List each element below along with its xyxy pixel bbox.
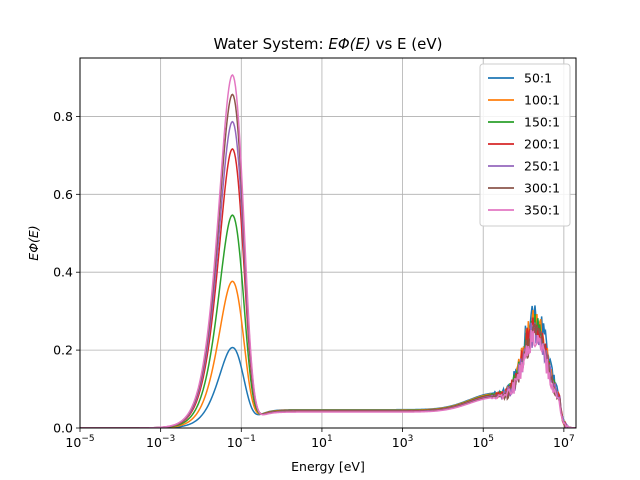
y-tick-label: 0.4	[53, 265, 73, 280]
x-tick-label: 105	[472, 434, 494, 450]
x-tick-label: 103	[392, 434, 414, 450]
x-tick-label: 10−3	[146, 434, 175, 450]
axes-frame	[79, 57, 577, 429]
y-tick-label: 0.8	[53, 109, 73, 124]
legend: 50:1 100:1 150:1 200:1 250:1 300:1 350:1	[479, 63, 571, 227]
legend-entry-label: 100:1	[524, 93, 560, 108]
x-tick-label: 10−5	[65, 434, 94, 450]
legend-entry-label: 250:1	[524, 159, 560, 174]
legend-entry-label: 150:1	[524, 115, 560, 130]
legend-entry-label: 200:1	[524, 137, 560, 152]
legend-entry-label: 350:1	[524, 203, 560, 218]
y-tick-label: 0.2	[53, 343, 73, 358]
legend-box	[479, 63, 571, 227]
series-line-350-1	[80, 74, 576, 428]
x-tick-label: 101	[311, 434, 333, 450]
x-axis-label: Energy [eV]	[291, 459, 365, 474]
y-axis-label: EΦ(E)	[26, 225, 41, 260]
y-tick-label: 0.0	[53, 421, 73, 436]
y-tick-label: 0.6	[53, 187, 73, 202]
x-tick-label: 10−1	[227, 434, 256, 450]
legend-entry-label: 50:1	[524, 71, 552, 86]
legend-entry-label: 300:1	[524, 181, 560, 196]
x-tick-label: 107	[553, 434, 575, 450]
chart-title: Water System: EΦ(E) vs E (eV)	[213, 35, 442, 53]
